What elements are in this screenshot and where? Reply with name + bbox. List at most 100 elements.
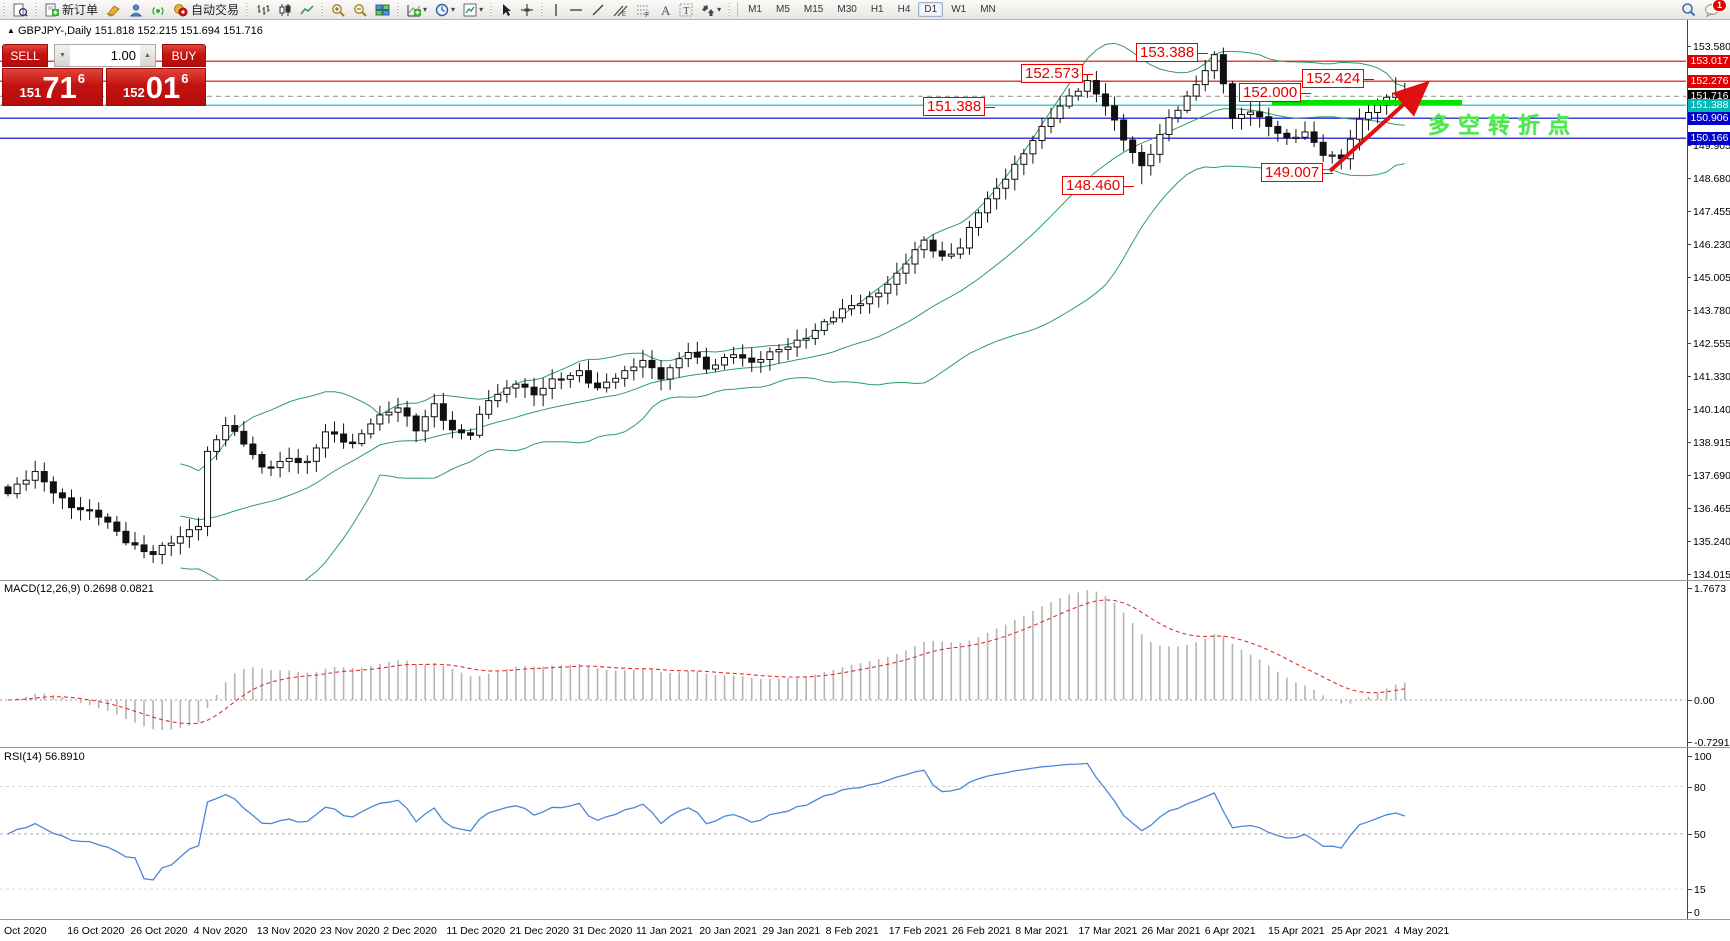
timeframe-m15-button[interactable]: M15 <box>803 4 824 15</box>
indicators-button[interactable]: ▾ <box>403 0 431 19</box>
search-button[interactable] <box>1677 0 1700 19</box>
bull-bear-turning-point-note[interactable]: 多空转折点 <box>1428 113 1579 138</box>
candle <box>584 360 592 388</box>
toolbar-grip-handle[interactable] <box>489 2 495 17</box>
candle <box>31 460 39 489</box>
fibonacci-button[interactable]: F <box>632 0 655 19</box>
cursor-button[interactable] <box>496 0 516 19</box>
toolbar-grip-handle[interactable] <box>34 2 39 17</box>
price-level-label[interactable]: 151.388 <box>923 97 996 116</box>
tile-windows-button[interactable] <box>371 0 394 19</box>
price-level-label[interactable]: 152.573 <box>1021 64 1094 83</box>
notifications-button[interactable]: 1 <box>1700 0 1727 19</box>
sell-price-display[interactable]: 151 71 6 <box>2 68 103 106</box>
timeframe-m5-button[interactable]: M5 <box>776 4 790 15</box>
vertical-line-button[interactable] <box>547 0 565 19</box>
candle <box>557 372 565 390</box>
highlighter-button[interactable] <box>102 0 125 19</box>
candle <box>566 372 574 388</box>
chevron-down-icon[interactable]: ▾ <box>451 5 456 14</box>
print-preview-button[interactable] <box>9 0 32 19</box>
volume-decrease-button[interactable]: ▼ <box>55 45 70 66</box>
green-support-band[interactable] <box>1272 100 1462 105</box>
horizontal-line-button[interactable] <box>565 0 587 19</box>
zoom-in-button[interactable] <box>327 0 349 19</box>
candle <box>1238 107 1246 130</box>
highlighter-icon <box>106 3 121 17</box>
trend-arrow[interactable] <box>1328 80 1430 173</box>
candle <box>766 347 774 371</box>
candle <box>1002 168 1010 200</box>
zoom-out-button[interactable] <box>349 0 371 19</box>
price-tick: 143.780 <box>1688 304 1730 317</box>
up-triangle-icon: ▲ <box>7 26 15 35</box>
autotrade-button[interactable]: 自动交易 <box>169 0 243 19</box>
candles-chart-button[interactable] <box>274 0 296 19</box>
text-a-button[interactable]: A <box>655 0 675 19</box>
trend-line-button[interactable] <box>587 0 609 19</box>
sell-price-point: 6 <box>77 71 85 86</box>
price-level-label[interactable]: 152.424 <box>1302 69 1375 88</box>
volume-increase-button[interactable]: ▲ <box>140 45 155 66</box>
candle <box>902 253 910 285</box>
mql-person-button[interactable] <box>125 0 147 19</box>
buy-button[interactable]: BUY <box>162 44 206 67</box>
timeframe-h1-button[interactable]: H1 <box>870 4 884 15</box>
price-level-label[interactable]: 152.000 <box>1239 83 1312 102</box>
chevron-down-icon[interactable]: ▾ <box>479 5 484 14</box>
arrows-button[interactable]: ▾ <box>697 0 725 19</box>
sell-button[interactable]: SELL <box>2 44 48 67</box>
crosshair-button[interactable] <box>516 0 538 19</box>
new-order-icon <box>45 3 59 17</box>
price-level-label[interactable]: 149.007 <box>1261 163 1334 182</box>
templates-button[interactable]: ▾ <box>459 0 487 19</box>
toolbar-grip-handle[interactable] <box>2 2 7 17</box>
candle <box>866 291 874 314</box>
candle <box>811 323 819 346</box>
candle <box>231 414 239 437</box>
timeframe-w1-button[interactable]: W1 <box>951 4 967 15</box>
candle <box>340 423 348 449</box>
date-axis[interactable]: Oct 2020 16 Oct 2020 26 Oct 2020 4 Nov 2020… <box>0 920 1730 941</box>
price-tick: 137.690 <box>1688 469 1730 482</box>
buy-price-display[interactable]: 152 01 6 <box>105 68 206 106</box>
new-order-button[interactable]: 新订单 <box>41 0 102 19</box>
toolbar-grip-handle[interactable] <box>320 2 326 17</box>
timeframe-m30-button[interactable]: M30 <box>837 4 857 15</box>
toolbar-grip-handle[interactable] <box>727 2 733 17</box>
chart-ohlc-header: ▲ GBPJPY-,Daily 151.818 152.215 151.694 … <box>7 25 263 37</box>
chevron-down-icon[interactable]: ▾ <box>717 5 722 14</box>
price-level-label[interactable]: 148.460 <box>1062 176 1135 195</box>
price-level-label[interactable]: 153.388 <box>1136 43 1209 62</box>
timeframe-mn-button[interactable]: MN <box>980 4 996 15</box>
toolbar-grip-handle[interactable] <box>540 2 546 17</box>
volume-input[interactable] <box>70 45 140 66</box>
candle <box>176 526 184 555</box>
candle <box>276 451 284 478</box>
candle <box>848 294 856 316</box>
candle <box>367 418 375 439</box>
bars-chart-button[interactable] <box>252 0 274 19</box>
candle <box>1074 87 1082 101</box>
price-scale[interactable]: 153.580152.355151.130149.905148.680147.4… <box>1687 19 1730 920</box>
indicator-scale-tick: 15 <box>1688 883 1730 896</box>
line-chart-button[interactable] <box>296 0 318 19</box>
candle <box>838 298 846 323</box>
print-preview-icon <box>13 3 28 17</box>
toolbar-grip-handle[interactable] <box>245 2 251 17</box>
toolbar-grip-handle[interactable] <box>396 2 402 17</box>
timeframe-d1-button[interactable]: D1 <box>918 2 944 17</box>
channel-button[interactable]: E <box>609 0 632 19</box>
timeframe-h4-button[interactable]: H4 <box>897 4 911 15</box>
candle <box>1319 134 1327 162</box>
broadcast-button[interactable] <box>147 0 169 19</box>
timeframe-m1-button[interactable]: M1 <box>748 4 762 15</box>
candle <box>412 413 420 443</box>
rsi-panel-separator[interactable] <box>0 747 1730 748</box>
macd-panel-separator[interactable] <box>0 580 1730 581</box>
text-label-button[interactable]: T <box>675 0 697 19</box>
channel-icon: E <box>613 3 628 17</box>
chevron-down-icon[interactable]: ▾ <box>423 5 428 14</box>
period-clock-button[interactable]: ▾ <box>431 0 459 19</box>
